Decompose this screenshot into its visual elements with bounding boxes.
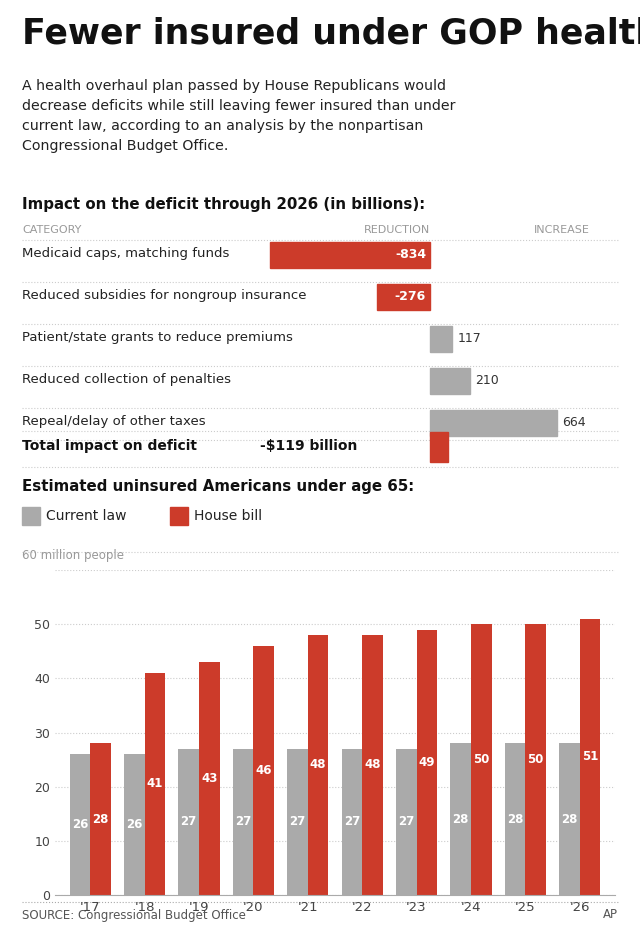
Text: 43: 43 — [201, 772, 218, 785]
Text: CATEGORY: CATEGORY — [22, 225, 81, 235]
Text: 41: 41 — [147, 778, 163, 790]
Text: 28: 28 — [507, 813, 523, 825]
Bar — [430, 432, 448, 462]
Text: Reduced collection of penalties: Reduced collection of penalties — [22, 373, 231, 387]
Bar — [342, 749, 362, 895]
Text: Medicaid caps, matching funds: Medicaid caps, matching funds — [22, 248, 229, 261]
Text: REDUCTION: REDUCTION — [364, 225, 430, 235]
Text: 27: 27 — [398, 815, 414, 828]
Bar — [170, 507, 188, 525]
Text: 27: 27 — [180, 815, 197, 828]
Bar — [471, 625, 492, 895]
Bar — [377, 284, 430, 310]
Text: 27: 27 — [235, 815, 252, 828]
Text: Repeal/delay of other taxes: Repeal/delay of other taxes — [22, 415, 205, 428]
Bar — [124, 754, 145, 895]
Bar — [270, 242, 430, 268]
Bar — [451, 744, 471, 895]
Bar — [417, 629, 437, 895]
Text: Total impact on deficit: Total impact on deficit — [22, 439, 197, 453]
Bar — [199, 662, 220, 895]
Bar — [396, 749, 417, 895]
Text: Estimated uninsured Americans under age 65:: Estimated uninsured Americans under age … — [22, 479, 414, 494]
Bar — [430, 368, 470, 394]
Text: 49: 49 — [419, 756, 435, 769]
Text: Patient/state grants to reduce premiums: Patient/state grants to reduce premiums — [22, 331, 293, 345]
Bar — [233, 749, 253, 895]
Text: 50: 50 — [473, 753, 490, 766]
Bar — [525, 625, 546, 895]
Text: 117: 117 — [458, 331, 481, 345]
Text: 50: 50 — [527, 753, 544, 766]
Text: Fewer insured under GOP health plan: Fewer insured under GOP health plan — [22, 17, 640, 51]
Text: 26: 26 — [126, 818, 143, 831]
Bar — [145, 673, 165, 895]
Bar — [253, 645, 274, 895]
Text: 48: 48 — [364, 759, 381, 771]
Text: SOURCE: Congressional Budget Office: SOURCE: Congressional Budget Office — [22, 908, 246, 922]
Text: House bill: House bill — [194, 509, 262, 523]
Text: 28: 28 — [561, 813, 577, 825]
Text: 60 million people: 60 million people — [22, 549, 124, 562]
Bar — [504, 744, 525, 895]
Text: -$119 billion: -$119 billion — [260, 439, 357, 453]
Bar — [559, 744, 580, 895]
Text: 51: 51 — [582, 750, 598, 764]
Text: 664: 664 — [563, 415, 586, 428]
Text: -276: -276 — [395, 289, 426, 303]
Text: Current law: Current law — [46, 509, 127, 523]
Text: 27: 27 — [289, 815, 306, 828]
Text: AP: AP — [603, 908, 618, 922]
Bar — [70, 754, 90, 895]
Text: 28: 28 — [93, 813, 109, 825]
Bar — [90, 744, 111, 895]
Text: 48: 48 — [310, 759, 326, 771]
Text: Reduced subsidies for nongroup insurance: Reduced subsidies for nongroup insurance — [22, 289, 307, 303]
Text: 210: 210 — [476, 373, 499, 387]
Text: 26: 26 — [72, 818, 88, 831]
Text: Impact on the deficit through 2026 (in billions):: Impact on the deficit through 2026 (in b… — [22, 197, 425, 212]
Bar — [22, 507, 40, 525]
Bar — [580, 619, 600, 895]
Bar — [362, 635, 383, 895]
Bar — [430, 326, 452, 352]
Text: -834: -834 — [395, 248, 426, 261]
Text: A health overhaul plan passed by House Republicans would
decrease deficits while: A health overhaul plan passed by House R… — [22, 79, 456, 153]
Bar — [287, 749, 308, 895]
Bar — [179, 749, 199, 895]
Text: 27: 27 — [344, 815, 360, 828]
Text: INCREASE: INCREASE — [534, 225, 590, 235]
Text: 46: 46 — [255, 764, 272, 777]
Bar — [430, 410, 557, 436]
Bar — [308, 635, 328, 895]
Text: 28: 28 — [452, 813, 468, 825]
